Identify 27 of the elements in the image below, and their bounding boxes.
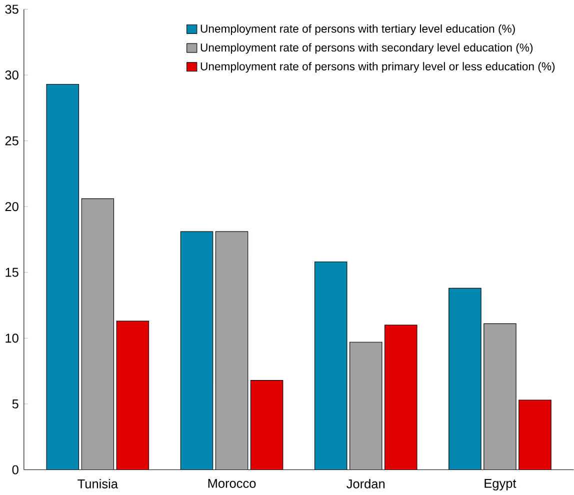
bar	[216, 232, 248, 470]
bar	[384, 324, 418, 470]
y-tick-label: 35	[5, 4, 18, 14]
legend-label: Unemployment rate of persons with primary level or less education (%)	[200, 62, 555, 73]
bar	[314, 261, 348, 470]
x-tick-label: Tunisia	[78, 478, 118, 488]
bar	[518, 400, 552, 470]
bar	[484, 323, 516, 470]
x-tick-label: Morocco	[208, 478, 256, 488]
bar	[448, 288, 482, 470]
bar	[116, 320, 150, 470]
bar	[250, 380, 284, 470]
x-tick-label: Egypt	[484, 478, 516, 490]
y-tick-label: 15	[6, 268, 18, 277]
legend-label: Unemployment rate of persons with tertiary level education (%)	[200, 24, 515, 35]
bar	[46, 84, 80, 470]
legend-label: Unemployment rate of persons with secondary level education (%)	[200, 43, 533, 54]
y-tick-label: 0	[12, 465, 18, 474]
y-tick-label: 30	[5, 70, 18, 80]
bar	[82, 198, 114, 470]
y-tick-label: 20	[5, 202, 18, 212]
y-tick-label: 25	[5, 136, 18, 146]
x-tick-label: Jordan	[346, 478, 385, 488]
bar	[180, 231, 214, 470]
y-tick-label: 5	[12, 399, 18, 408]
y-tick-label: 10	[6, 334, 18, 343]
bar	[350, 342, 382, 470]
